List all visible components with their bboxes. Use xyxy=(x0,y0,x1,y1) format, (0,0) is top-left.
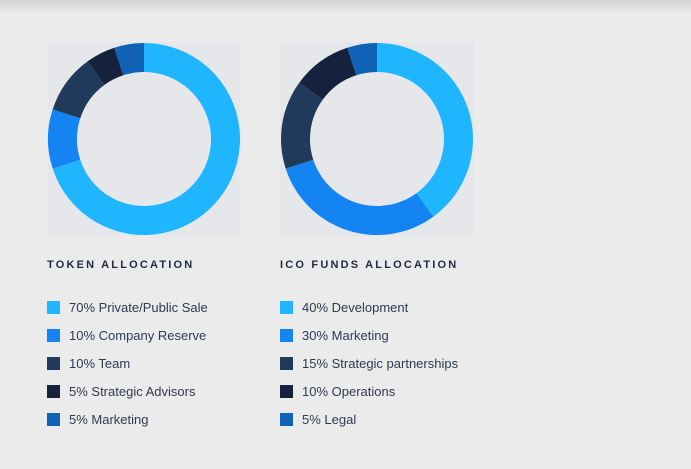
legend-label: 5% Legal xyxy=(302,411,357,427)
legend-item: 5% Marketing xyxy=(47,405,247,433)
donut-slice-0-1 xyxy=(48,109,81,169)
legend-item: 30% Marketing xyxy=(280,321,480,349)
legend-item: 5% Strategic Advisors xyxy=(47,377,247,405)
ico-funds-allocation-title: ICO FUNDS ALLOCATION xyxy=(280,259,459,271)
donut-slice-1-1 xyxy=(285,159,434,236)
legend-item: 10% Company Reserve xyxy=(47,321,247,349)
legend-label: 10% Team xyxy=(69,355,131,371)
donut-slice-0-3 xyxy=(87,47,124,85)
legend-label: 10% Operations xyxy=(302,383,396,399)
legend-swatch xyxy=(47,356,60,370)
donut-slice-1-2 xyxy=(281,82,323,169)
legend-swatch xyxy=(280,300,293,314)
legend-item: 10% Team xyxy=(47,349,247,377)
token-allocation-donut-box xyxy=(47,42,241,236)
legend-swatch xyxy=(47,300,60,314)
header-shadow xyxy=(0,0,691,14)
legend-swatch xyxy=(280,412,293,426)
ico-funds-allocation-panel: ICO FUNDS ALLOCATION 40% Development 30% … xyxy=(280,42,480,433)
donut-slice-0-2 xyxy=(52,61,105,119)
legend-label: 10% Company Reserve xyxy=(69,327,207,343)
token-allocation-title: TOKEN ALLOCATION xyxy=(47,259,195,271)
donut-slice-0-4 xyxy=(114,43,144,76)
ico-funds-donut-box xyxy=(280,42,474,236)
legend-swatch xyxy=(47,412,60,426)
legend-label: 70% Private/Public Sale xyxy=(69,299,208,315)
token-allocation-donut-chart xyxy=(48,43,240,235)
ico-funds-donut-chart xyxy=(281,43,473,236)
legend-label: 40% Development xyxy=(302,299,409,315)
ico-funds-allocation-legend: 40% Development 30% Marketing 15% Strategi… xyxy=(280,293,480,433)
legend-swatch xyxy=(47,328,60,342)
donut-slice-1-0 xyxy=(377,43,473,217)
legend-label: 5% Strategic Advisors xyxy=(69,383,196,399)
token-allocation-legend: 70% Private/Public Sale 10% Company Reser… xyxy=(47,293,247,433)
legend-item: 10% Operations xyxy=(280,377,480,405)
legend-item: 70% Private/Public Sale xyxy=(47,293,247,321)
legend-swatch xyxy=(280,356,293,370)
legend-item: 15% Strategic partnerships xyxy=(280,349,480,377)
donut-slice-0-0 xyxy=(52,43,240,235)
legend-label: 15% Strategic partnerships xyxy=(302,355,459,371)
legend-swatch xyxy=(280,328,293,342)
donut-slice-1-3 xyxy=(299,47,357,100)
donut-slice-1-4 xyxy=(347,43,377,76)
legend-swatch xyxy=(47,384,60,398)
token-allocation-panel: TOKEN ALLOCATION 70% Private/Public Sale… xyxy=(47,42,247,433)
legend-item: 40% Development xyxy=(280,293,480,321)
legend-item: 5% Legal xyxy=(280,405,480,433)
legend-label: 30% Marketing xyxy=(302,327,389,343)
legend-swatch xyxy=(280,384,293,398)
legend-label: 5% Marketing xyxy=(69,411,149,427)
